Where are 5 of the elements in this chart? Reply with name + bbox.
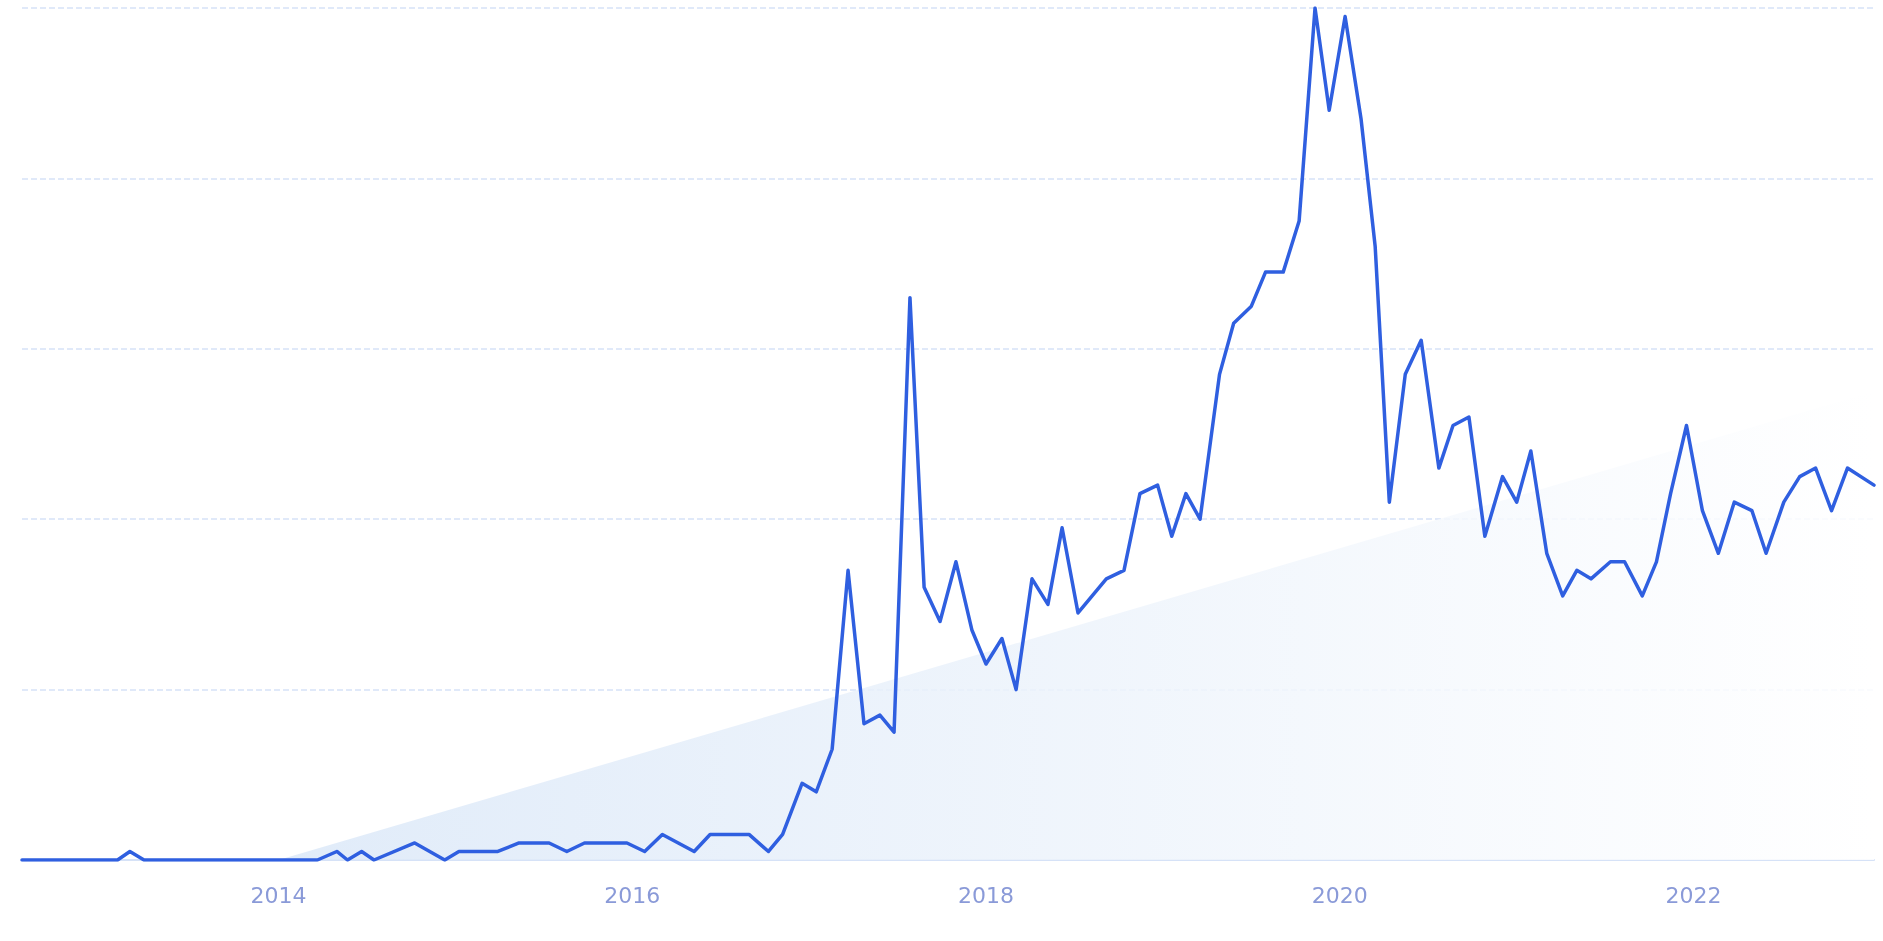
x-tick-label: 2018 [958, 882, 1015, 908]
x-tick-label: 2016 [604, 882, 661, 908]
x-tick-label: 2014 [250, 882, 307, 908]
x-tick-label: 2020 [1311, 882, 1368, 908]
x-tick-label: 2022 [1665, 882, 1722, 908]
